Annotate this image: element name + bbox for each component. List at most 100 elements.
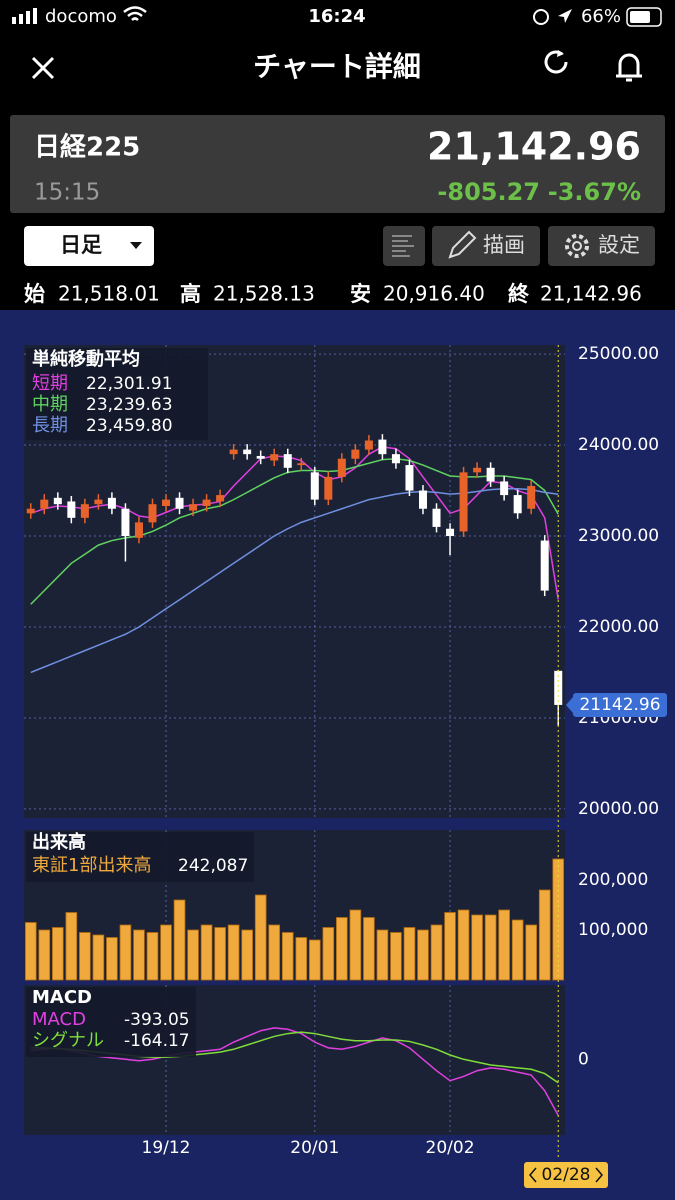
candle-body bbox=[391, 454, 400, 464]
volume-bar bbox=[133, 929, 145, 981]
legend-value: 22,301.91 bbox=[86, 374, 173, 394]
volume-bar bbox=[376, 929, 389, 981]
legend-box bbox=[26, 348, 208, 440]
y-tick-label: 0 bbox=[578, 1049, 589, 1069]
volume-bar bbox=[417, 929, 429, 981]
volume-bar bbox=[511, 919, 524, 981]
y-tick-label: 200,000 bbox=[578, 870, 648, 890]
volume-bar bbox=[336, 917, 348, 981]
period-select[interactable] bbox=[24, 226, 154, 266]
volume-bar bbox=[65, 912, 78, 981]
dropdown-arrow bbox=[130, 242, 142, 249]
volume-bar bbox=[52, 927, 64, 981]
legend-value: -164.17 bbox=[124, 1031, 190, 1051]
quote-time: 15:15 bbox=[34, 180, 100, 206]
signal-icon bbox=[12, 8, 37, 24]
top-bar bbox=[0, 0, 675, 104]
legend-title: 出来高 bbox=[32, 831, 86, 853]
volume-bar bbox=[146, 932, 159, 981]
legend-entry: 東証1部出来高 bbox=[32, 855, 151, 876]
candle-body bbox=[175, 497, 184, 509]
candle-body bbox=[527, 485, 536, 509]
close-button[interactable] bbox=[31, 56, 55, 80]
candle-body bbox=[270, 454, 279, 461]
date-badge bbox=[524, 1162, 608, 1188]
battery-fill bbox=[630, 11, 650, 23]
volume-bar bbox=[241, 929, 253, 981]
battery-level: 66% bbox=[581, 6, 621, 27]
volume-bar bbox=[119, 924, 132, 981]
volume-bar bbox=[106, 937, 118, 981]
ohlc-label: 終 bbox=[508, 282, 530, 306]
volume-bar bbox=[24, 922, 37, 981]
y-tick-label: 25000.00 bbox=[578, 344, 659, 364]
volume-bar bbox=[444, 912, 456, 981]
index-name: 日経225 bbox=[34, 132, 140, 163]
lock-icon bbox=[533, 9, 549, 25]
volume-bar bbox=[187, 929, 199, 981]
candle-body bbox=[378, 439, 387, 455]
alert-button[interactable] bbox=[616, 53, 642, 82]
clock: 16:24 bbox=[308, 6, 365, 27]
volume-bar bbox=[322, 927, 335, 981]
gear-icon bbox=[565, 234, 589, 258]
draw-button[interactable] bbox=[432, 226, 540, 266]
macd-line bbox=[30, 1027, 559, 1116]
ohlc-label: 始 bbox=[24, 282, 45, 306]
price-tag bbox=[573, 692, 667, 717]
y-tick-label: 24000.00 bbox=[578, 435, 659, 455]
volume-bar bbox=[254, 894, 267, 981]
volume-bar bbox=[363, 917, 375, 981]
draw-label: 描画 bbox=[483, 233, 525, 257]
candle-body bbox=[540, 540, 549, 591]
volume-bar bbox=[200, 924, 213, 981]
volume-bar bbox=[457, 909, 470, 981]
volume-bar bbox=[349, 909, 362, 981]
legend-box bbox=[26, 832, 254, 882]
ma-line bbox=[30, 487, 559, 674]
candle-body bbox=[473, 467, 482, 473]
candle-body bbox=[202, 499, 211, 507]
ohlc-value: 21,518.01 bbox=[58, 282, 160, 306]
legend-entry: シグナル bbox=[32, 1030, 104, 1051]
volume-bar bbox=[403, 927, 416, 981]
candle-body bbox=[162, 499, 171, 507]
x-tick-label: 20/01 bbox=[290, 1138, 339, 1158]
candle-body bbox=[432, 508, 441, 527]
legend-value: -393.05 bbox=[124, 1010, 190, 1030]
date-badge-label: 02/28 bbox=[542, 1165, 591, 1185]
candle-body bbox=[189, 504, 198, 511]
settings-label: 設定 bbox=[598, 233, 640, 257]
period-label: 日足 bbox=[60, 233, 102, 257]
ma-line bbox=[30, 446, 559, 600]
volume-bar bbox=[227, 924, 240, 981]
refresh-button[interactable] bbox=[544, 50, 568, 74]
location-icon bbox=[558, 9, 572, 23]
candle-body bbox=[337, 458, 346, 477]
volume-bar bbox=[79, 932, 91, 981]
page-title: チャート詳細 bbox=[253, 50, 421, 83]
candle-body bbox=[554, 670, 563, 705]
legend-value: 242,087 bbox=[178, 856, 248, 876]
ma-line bbox=[30, 457, 559, 605]
volume-bar bbox=[173, 899, 186, 981]
volume-bar bbox=[538, 889, 551, 981]
ohlc-value: 20,916.40 bbox=[383, 282, 485, 306]
legend-value: 23,239.63 bbox=[86, 395, 173, 415]
ohlc-label: 安 bbox=[350, 282, 371, 306]
price-tag-pointer bbox=[566, 696, 573, 713]
volume-bar bbox=[214, 927, 226, 981]
candle-body bbox=[67, 501, 76, 518]
x-tick-label: 20/02 bbox=[426, 1138, 475, 1158]
volume-bar bbox=[390, 932, 402, 981]
candle-body bbox=[405, 465, 414, 491]
candle-body bbox=[256, 455, 265, 459]
candle-body bbox=[26, 508, 35, 514]
candle-body bbox=[107, 497, 116, 509]
legend-entry: 長期 bbox=[32, 415, 68, 436]
candle-body bbox=[53, 497, 62, 505]
volume-bar bbox=[498, 909, 510, 981]
legend-value: 23,459.80 bbox=[86, 416, 173, 436]
refresh-arrow bbox=[557, 50, 564, 57]
candle-body bbox=[40, 499, 49, 509]
